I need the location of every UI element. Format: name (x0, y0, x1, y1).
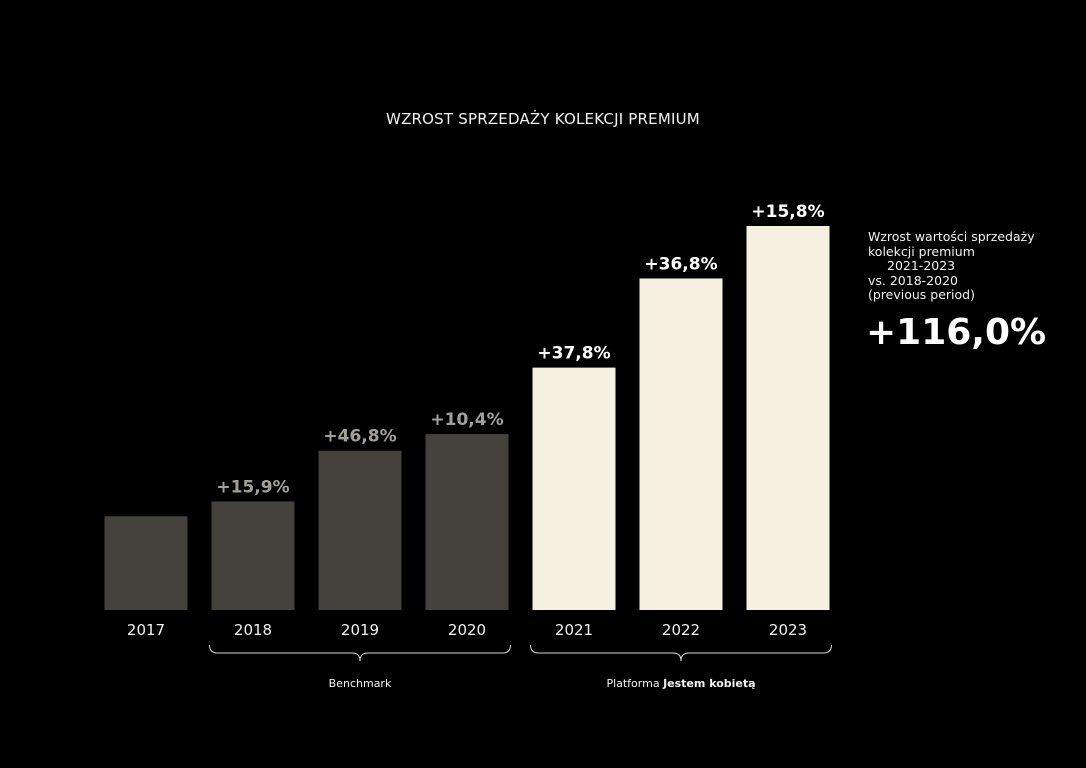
bar-2017 (104, 516, 188, 610)
value-label-2020: +10,4% (430, 410, 503, 430)
group-brace (530, 644, 832, 662)
x-tick-label: 2023 (769, 621, 807, 639)
side-note: Wzrost wartości sprzedaży kolekcji premi… (868, 229, 1068, 303)
side-note-line: kolekcji premium (868, 243, 975, 259)
bar-2020 (425, 434, 509, 610)
bar-2022 (639, 278, 723, 610)
bar-2023 (746, 226, 830, 610)
group-label: Benchmark (329, 677, 392, 690)
side-note-line: vs. 2018-2020 (868, 272, 958, 288)
bar-2021 (532, 367, 616, 610)
value-label-2023: +15,8% (751, 202, 824, 222)
side-note-line: Wzrost wartości sprzedaży (868, 229, 1035, 244)
x-tick-label: 2018 (234, 621, 272, 639)
total-growth-value: +116,0% (866, 312, 1047, 353)
x-tick-label: 2020 (448, 621, 486, 639)
x-tick-label: 2021 (555, 621, 593, 639)
chart-title: WZROST SPRZEDAŻY KOLEKCJI PREMIUM (386, 110, 700, 128)
value-label-2019: +46,8% (323, 427, 396, 447)
bar-2018 (211, 501, 295, 610)
value-label-2022: +36,8% (644, 254, 717, 274)
bar-2019 (318, 450, 402, 610)
group-label: Platforma Jestem kobietą (606, 677, 755, 690)
value-label-2021: +37,8% (537, 344, 610, 364)
x-tick-label: 2019 (341, 621, 379, 639)
side-note-line: (previous period) (868, 287, 975, 302)
x-tick-label: 2022 (662, 621, 700, 639)
side-note-line: 2021-2023 (887, 258, 956, 273)
x-tick-label: 2017 (127, 621, 165, 639)
group-brace (209, 644, 511, 662)
value-label-2018: +15,9% (216, 477, 289, 497)
